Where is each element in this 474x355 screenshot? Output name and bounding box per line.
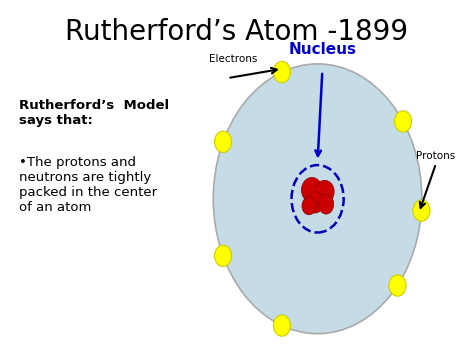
Ellipse shape xyxy=(389,275,406,296)
Ellipse shape xyxy=(215,245,232,267)
Ellipse shape xyxy=(394,111,411,132)
Text: Protons: Protons xyxy=(416,151,455,161)
Ellipse shape xyxy=(273,61,291,83)
Ellipse shape xyxy=(213,64,422,334)
Text: •The protons and
neutrons are tightly
packed in the center
of an atom: •The protons and neutrons are tightly pa… xyxy=(19,156,157,214)
Text: Nucleus: Nucleus xyxy=(288,42,356,57)
Ellipse shape xyxy=(315,180,334,203)
Text: Rutherford’s  Model
says that:: Rutherford’s Model says that: xyxy=(19,99,169,127)
Ellipse shape xyxy=(273,315,291,336)
Ellipse shape xyxy=(319,194,334,214)
Text: Electrons: Electrons xyxy=(209,54,257,64)
Ellipse shape xyxy=(215,131,232,152)
Ellipse shape xyxy=(413,200,430,221)
Ellipse shape xyxy=(301,178,322,202)
Ellipse shape xyxy=(302,197,316,215)
Text: Rutherford’s Atom -1899: Rutherford’s Atom -1899 xyxy=(65,18,409,46)
Ellipse shape xyxy=(307,192,324,213)
